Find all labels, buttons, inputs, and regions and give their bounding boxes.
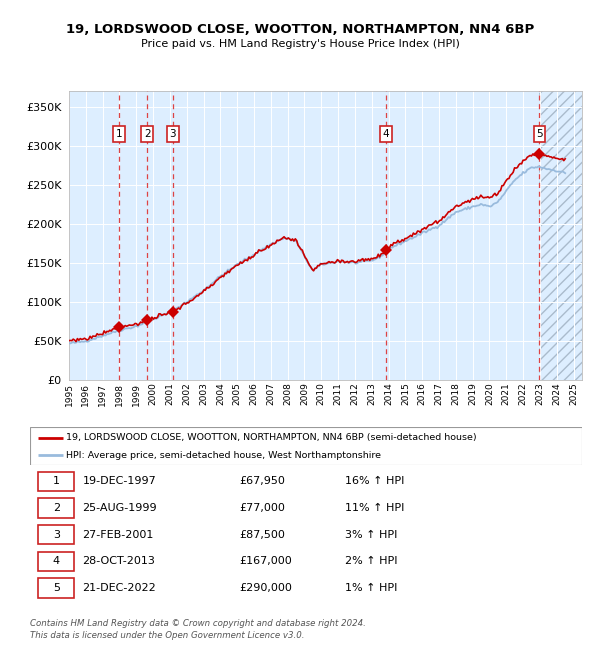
Text: 1996: 1996 [82, 382, 91, 406]
Text: 11% ↑ HPI: 11% ↑ HPI [344, 503, 404, 513]
FancyBboxPatch shape [38, 578, 74, 597]
Text: 2014: 2014 [384, 382, 393, 406]
Text: 2022: 2022 [518, 382, 527, 405]
Text: 3% ↑ HPI: 3% ↑ HPI [344, 530, 397, 540]
Text: 2021: 2021 [502, 382, 511, 406]
Text: 4: 4 [53, 556, 60, 566]
Text: 1997: 1997 [98, 382, 107, 406]
Text: 2000: 2000 [149, 382, 158, 406]
Text: 2004: 2004 [216, 382, 225, 406]
Text: 5: 5 [536, 129, 543, 139]
Text: 2016: 2016 [418, 382, 427, 406]
Text: 3: 3 [53, 530, 60, 540]
Text: 1999: 1999 [132, 382, 141, 406]
Text: 2008: 2008 [283, 382, 292, 406]
Text: 28-OCT-2013: 28-OCT-2013 [82, 556, 155, 566]
Text: 3: 3 [169, 129, 176, 139]
Text: 2018: 2018 [451, 382, 460, 406]
Text: 2001: 2001 [166, 382, 175, 406]
Text: 1: 1 [53, 476, 60, 486]
FancyBboxPatch shape [30, 427, 582, 465]
Text: 19, LORDSWOOD CLOSE, WOOTTON, NORTHAMPTON, NN4 6BP (semi-detached house): 19, LORDSWOOD CLOSE, WOOTTON, NORTHAMPTO… [66, 433, 476, 442]
Text: 21-DEC-2022: 21-DEC-2022 [82, 583, 156, 593]
Text: 2005: 2005 [233, 382, 242, 406]
Text: 2013: 2013 [367, 382, 376, 406]
Text: 19, LORDSWOOD CLOSE, WOOTTON, NORTHAMPTON, NN4 6BP: 19, LORDSWOOD CLOSE, WOOTTON, NORTHAMPTO… [66, 23, 534, 36]
Text: 2009: 2009 [300, 382, 309, 406]
Text: 2002: 2002 [182, 382, 191, 406]
Text: 2020: 2020 [485, 382, 494, 406]
Text: 2% ↑ HPI: 2% ↑ HPI [344, 556, 397, 566]
Text: £167,000: £167,000 [240, 556, 293, 566]
Text: 1: 1 [115, 129, 122, 139]
FancyBboxPatch shape [38, 552, 74, 571]
FancyBboxPatch shape [38, 525, 74, 544]
Text: 27-FEB-2001: 27-FEB-2001 [82, 530, 154, 540]
Text: 2011: 2011 [334, 382, 343, 406]
Text: 2007: 2007 [266, 382, 275, 406]
Text: HPI: Average price, semi-detached house, West Northamptonshire: HPI: Average price, semi-detached house,… [66, 451, 381, 460]
Text: 2: 2 [53, 503, 60, 513]
Text: 2015: 2015 [401, 382, 410, 406]
Text: 19-DEC-1997: 19-DEC-1997 [82, 476, 156, 486]
Text: 1% ↑ HPI: 1% ↑ HPI [344, 583, 397, 593]
Text: 2023: 2023 [535, 382, 544, 406]
Text: 16% ↑ HPI: 16% ↑ HPI [344, 476, 404, 486]
Text: 2: 2 [144, 129, 151, 139]
Text: £290,000: £290,000 [240, 583, 293, 593]
Text: 2006: 2006 [250, 382, 259, 406]
Text: £67,950: £67,950 [240, 476, 286, 486]
Text: 25-AUG-1999: 25-AUG-1999 [82, 503, 157, 513]
Text: 4: 4 [382, 129, 389, 139]
Text: Contains HM Land Registry data © Crown copyright and database right 2024.
This d: Contains HM Land Registry data © Crown c… [30, 619, 366, 640]
Bar [539, 91, 582, 380]
Text: 2017: 2017 [434, 382, 443, 406]
Text: 2019: 2019 [468, 382, 477, 406]
FancyBboxPatch shape [38, 499, 74, 517]
Text: 2003: 2003 [199, 382, 208, 406]
Text: £87,500: £87,500 [240, 530, 286, 540]
Bar [539, 91, 582, 380]
Text: Price paid vs. HM Land Registry's House Price Index (HPI): Price paid vs. HM Land Registry's House … [140, 39, 460, 49]
Text: 2024: 2024 [552, 382, 561, 405]
Text: 2012: 2012 [350, 382, 359, 406]
Text: 1998: 1998 [115, 382, 124, 406]
Text: 5: 5 [53, 583, 60, 593]
FancyBboxPatch shape [38, 472, 74, 491]
Text: 2025: 2025 [569, 382, 578, 406]
Text: 1995: 1995 [65, 382, 74, 406]
Text: £77,000: £77,000 [240, 503, 286, 513]
Text: 2010: 2010 [317, 382, 326, 406]
